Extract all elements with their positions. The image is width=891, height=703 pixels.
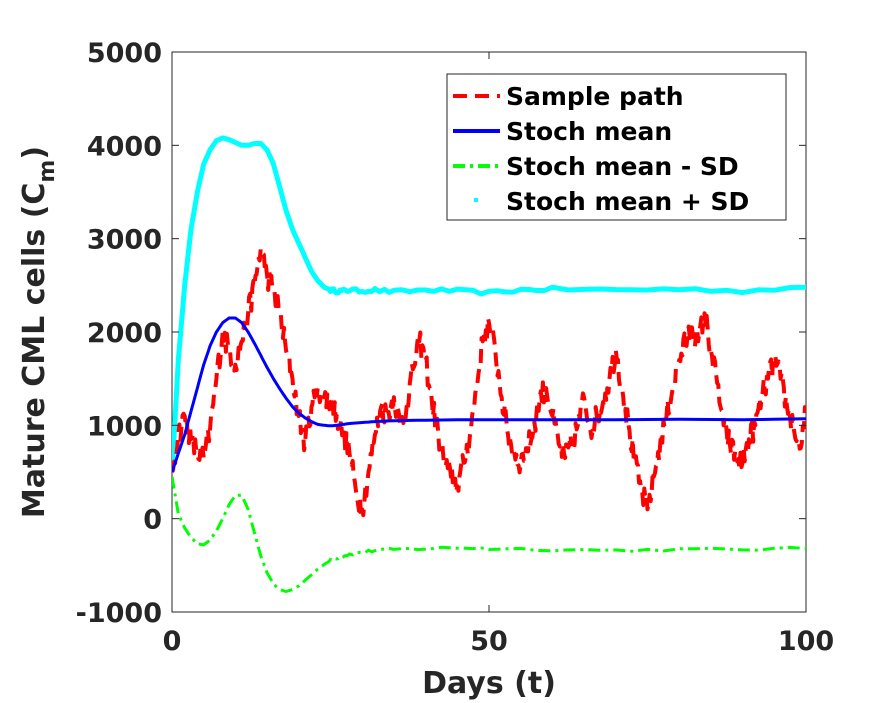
series-line-stoch-mean-sd <box>172 476 806 593</box>
legend-label-stoch-mean-minus-sd: Stoch mean - SD <box>506 152 739 181</box>
x-tick-label: 100 <box>778 626 834 657</box>
y-axis-label: Mature CML cells (Cm) <box>17 146 60 518</box>
legend: Sample path Stoch mean Stoch mean - SD S… <box>446 73 787 221</box>
series-line-stoch-mean-sd <box>172 135 806 473</box>
x-tick-label: 0 <box>163 626 182 657</box>
series-line-sample-path <box>172 246 806 519</box>
legend-label-sample-path: Sample path <box>506 82 684 111</box>
y-tick-label: 0 <box>143 505 162 536</box>
legend-label-stoch-mean-plus-sd: Stoch mean + SD <box>506 187 749 216</box>
y-axis-label-main: Mature CML cells (C <box>17 183 52 519</box>
y-tick-label: -1000 <box>76 598 162 629</box>
legend-label-stoch-mean: Stoch mean <box>506 117 672 146</box>
y-tick-label: 4000 <box>87 131 162 162</box>
x-axis-label: Days (t) <box>422 666 556 701</box>
y-tick-label: 5000 <box>87 38 162 69</box>
series-line-stoch-mean <box>172 316 806 473</box>
legend-swatch-stoch-mean-plus-sd <box>474 198 478 202</box>
y-axis-label-subscript: m <box>35 160 60 183</box>
y-axis-label-close: ) <box>17 146 52 160</box>
x-tick-label: 50 <box>470 626 508 657</box>
legend-box <box>446 73 787 221</box>
y-tick-label: 2000 <box>87 318 162 349</box>
y-tick-label: 1000 <box>87 411 162 442</box>
y-axis-label-group: Mature CML cells (Cm) <box>17 146 60 518</box>
series-layer <box>172 135 806 593</box>
y-tick-label: 3000 <box>87 225 162 256</box>
